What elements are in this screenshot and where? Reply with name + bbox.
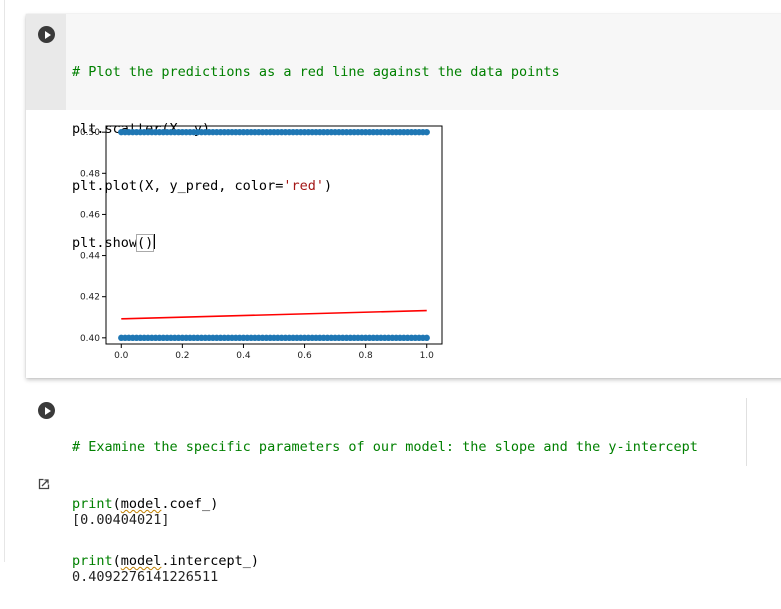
cell-gutter	[26, 14, 66, 110]
code-builtin: print	[72, 496, 113, 512]
code-identifier: model	[120, 496, 162, 512]
matched-parens: ()	[136, 234, 155, 252]
x-tick-label: 0.2	[175, 351, 189, 361]
y-tick-label: 0.44	[80, 252, 100, 262]
code-string: 'red'	[283, 178, 324, 194]
scatter-point	[423, 128, 430, 136]
code-statement: )	[323, 178, 333, 194]
code-line-2: print(model.coef_)	[72, 495, 698, 514]
code-statement: plt.show	[72, 235, 138, 251]
code-statement: plt.plot(X, y_pred, color=	[72, 178, 284, 194]
cell-output: [0.00404021] 0.4092276141226511	[72, 473, 218, 606]
prediction-line	[121, 309, 427, 320]
y-tick-label: 0.40	[80, 334, 100, 344]
y-tick-label: 0.50	[80, 128, 100, 138]
code-paren: (	[112, 553, 121, 569]
plot-frame	[105, 125, 443, 345]
play-circle-icon[interactable]	[38, 402, 55, 419]
code-statement: .coef_)	[161, 496, 219, 512]
x-tick-label: 0.4	[236, 351, 251, 361]
output-line-coef: [0.00404021]	[72, 512, 170, 528]
scatter-point	[423, 334, 430, 342]
x-tick-label: 0.8	[358, 351, 373, 361]
code-paren: (	[112, 496, 121, 512]
x-tick-label: 0.0	[114, 351, 129, 361]
output-arrow-icon[interactable]	[38, 478, 50, 490]
y-tick-label: 0.42	[80, 293, 100, 303]
x-tick-label: 0.6	[297, 351, 312, 361]
code-editor[interactable]: # Examine the specific parameters of our…	[66, 392, 781, 569]
code-cell-params[interactable]: # Examine the specific parameters of our…	[26, 392, 781, 569]
scatter-line-plot: 0.0 0.2 0.4 0.6 0.8 1.0 0.40 0.42 0.44 0.46 0.48 0.…	[80, 125, 443, 361]
code-comment: # Plot the predictions as a red line aga…	[72, 64, 560, 80]
code-comment: # Examine the specific parameters of our…	[72, 439, 698, 455]
code-line-1: # Examine the specific parameters of our…	[72, 438, 698, 457]
y-tick-label: 0.48	[80, 169, 100, 179]
code-line-3: plt.plot(X, y_pred, color='red')	[72, 177, 560, 196]
output-line-intercept: 0.4092276141226511	[72, 569, 219, 585]
code-line-4: plt.show()	[72, 234, 560, 253]
page-left-border	[4, 0, 5, 562]
code-text[interactable]: # Plot the predictions as a red line aga…	[72, 25, 560, 291]
code-editor[interactable]: # Plot the predictions as a red line aga…	[66, 14, 781, 252]
code-line-1: # Plot the predictions as a red line aga…	[72, 63, 560, 82]
y-tick-label: 0.46	[80, 210, 100, 220]
cell-scroll-line	[746, 398, 747, 466]
play-circle-icon[interactable]	[38, 26, 55, 43]
x-tick-label: 1.0	[420, 351, 435, 361]
text-cursor	[153, 234, 155, 249]
